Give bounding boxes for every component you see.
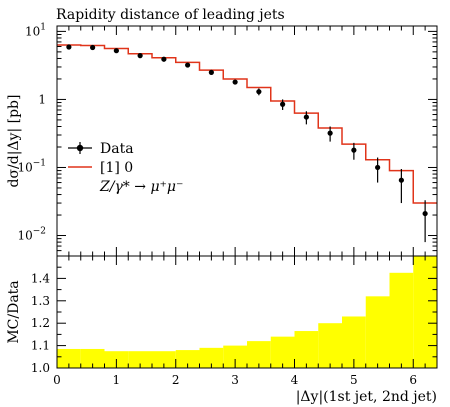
data-point bbox=[351, 147, 357, 153]
ratio-y-tick-label: 1.0 bbox=[31, 361, 50, 375]
data-point bbox=[137, 53, 143, 59]
legend-mc-label: [1] 0 bbox=[100, 160, 133, 176]
ratio-x-tick-label: 6 bbox=[409, 373, 417, 387]
y-tick-label: 10−2 bbox=[17, 227, 46, 243]
ratio-x-tick-label: 2 bbox=[172, 373, 180, 387]
ratio-plot-panel: 1.0 1.1 1.2 1.3 1.4 0 1 2 3 4 5 6 MC/Data |Δy|(1st… bbox=[6, 255, 438, 405]
ratio-y-ticks: 1.0 1.1 1.2 1.3 1.4 bbox=[31, 255, 437, 375]
ratio-bar bbox=[389, 272, 414, 368]
data-point bbox=[90, 44, 96, 51]
ratio-plot-frame bbox=[56, 255, 438, 369]
mc-histogram-line bbox=[57, 44, 437, 204]
ratio-x-tick-label: 0 bbox=[53, 373, 61, 387]
ratio-bar bbox=[80, 348, 105, 368]
ratio-bar bbox=[57, 348, 81, 368]
legend-process-label: Z/γ* → μ⁺μ⁻ bbox=[99, 179, 183, 195]
data-point bbox=[208, 69, 214, 75]
data-point bbox=[327, 130, 333, 136]
data-point bbox=[422, 210, 428, 217]
ratio-bar bbox=[175, 350, 200, 368]
data-points bbox=[66, 44, 428, 243]
y-tick-label: 1 bbox=[38, 92, 46, 106]
data-point bbox=[375, 164, 381, 171]
ratio-bars bbox=[57, 256, 437, 368]
ratio-x-tick-label: 4 bbox=[291, 373, 299, 387]
chart-title: Rapidity distance of leading jets bbox=[56, 7, 285, 23]
ratio-x-ticks: 0 1 2 3 4 5 6 bbox=[53, 256, 438, 387]
legend-data-label: Data bbox=[100, 141, 134, 157]
ratio-bar bbox=[294, 331, 319, 368]
ratio-y-tick-label: 1.1 bbox=[31, 339, 50, 353]
ratio-y-tick-label: 1.2 bbox=[31, 316, 50, 330]
data-point bbox=[113, 48, 119, 54]
ratio-bar bbox=[342, 316, 366, 368]
y-tick-label: 101 bbox=[25, 22, 46, 38]
ratio-y-tick-label: 1.3 bbox=[31, 294, 50, 308]
data-point bbox=[185, 62, 191, 68]
ratio-bar bbox=[270, 336, 295, 368]
ratio-bar bbox=[223, 345, 247, 368]
ratio-bar bbox=[365, 296, 390, 368]
ratio-bar bbox=[128, 351, 152, 368]
ratio-x-axis-label: |Δy|(1st jet, 2nd jet) bbox=[296, 389, 437, 405]
ratio-x-tick-label: 3 bbox=[231, 373, 239, 387]
data-point bbox=[232, 79, 238, 85]
ratio-bar bbox=[318, 323, 342, 368]
data-point bbox=[398, 177, 404, 183]
ratio-bar bbox=[247, 341, 271, 368]
data-point bbox=[256, 89, 262, 95]
data-point bbox=[303, 114, 309, 120]
ratio-x-tick-label: 5 bbox=[350, 373, 358, 387]
data-point bbox=[66, 44, 72, 50]
ratio-bar bbox=[152, 351, 176, 368]
ratio-bar bbox=[199, 347, 224, 368]
data-point bbox=[280, 101, 286, 107]
legend: Data [1] 0 Z/γ* → μ⁺μ⁻ bbox=[68, 141, 183, 195]
ratio-y-tick-label: 1.4 bbox=[31, 271, 50, 285]
ratio-bar bbox=[413, 256, 437, 368]
main-y-axis-label: dσ/d|Δy| [pb] bbox=[6, 95, 22, 188]
ratio-y-axis-label: MC/Data bbox=[6, 280, 22, 343]
data-point bbox=[161, 56, 167, 62]
ratio-x-tick-label: 1 bbox=[113, 373, 121, 387]
